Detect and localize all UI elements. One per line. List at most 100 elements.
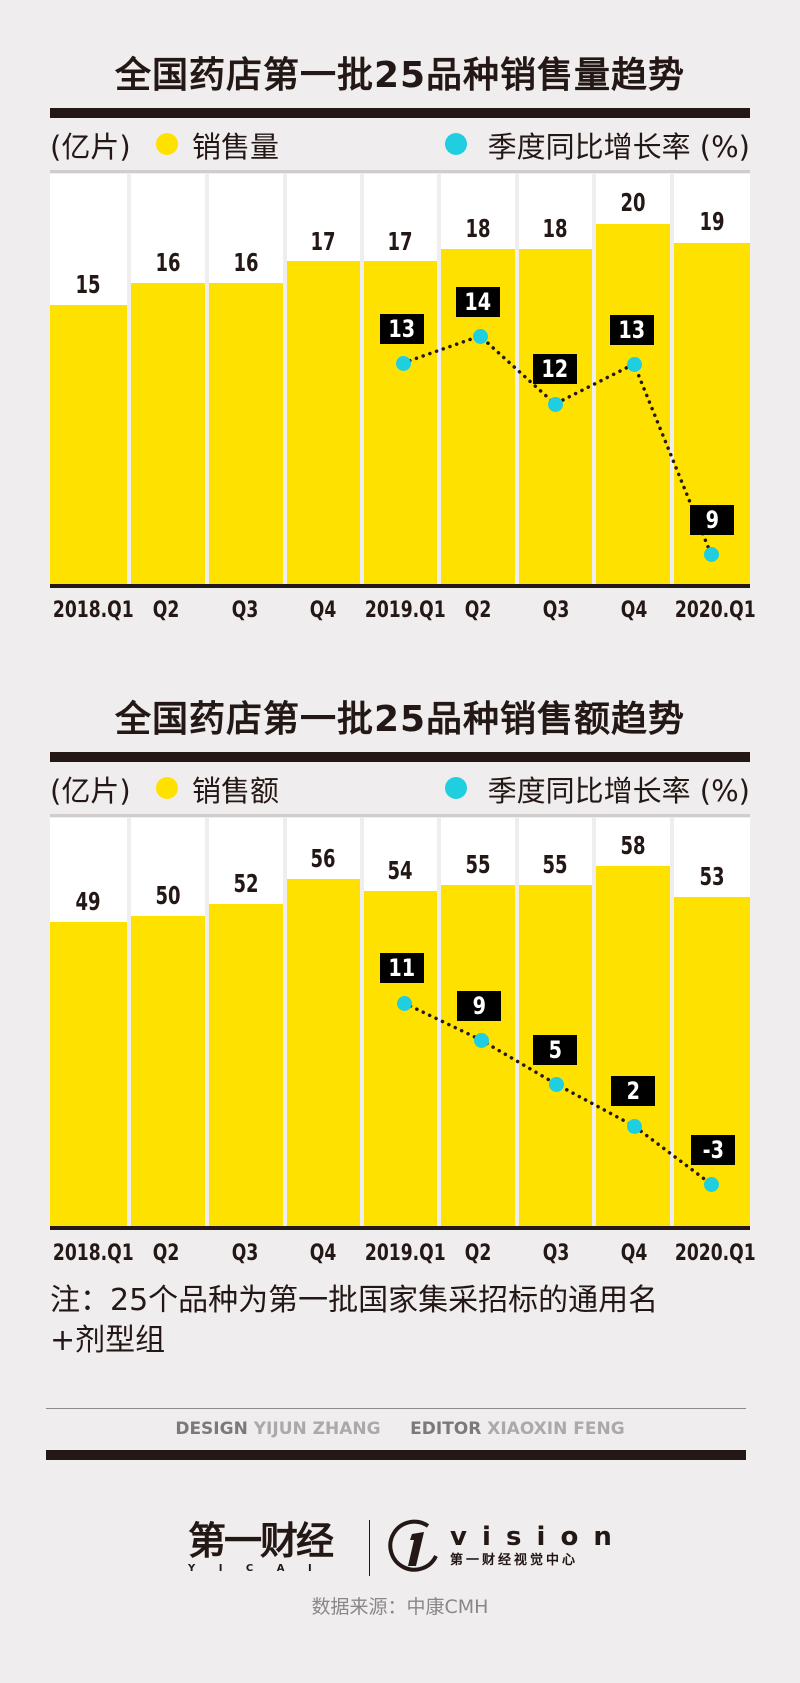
bar-value: 54: [387, 856, 413, 885]
x-axis-label: 2020.Q1: [674, 598, 756, 623]
chart2-baseline: [50, 1226, 750, 1230]
chart1-title-rule: [50, 108, 750, 118]
x-axis-label: Q4: [620, 1241, 648, 1266]
x-axis-label: Q2: [152, 598, 180, 623]
bar-value: 53: [699, 862, 725, 891]
bar: [519, 249, 592, 586]
footer-rule: [46, 1450, 746, 1460]
x-axis-label: Q3: [542, 1241, 570, 1266]
bar-value: 18: [542, 214, 568, 243]
growth-label: 13: [610, 315, 654, 345]
x-axis-label: Q4: [620, 598, 648, 623]
x-axis-label: 2019.Q1: [364, 1241, 446, 1266]
chart1-baseline: [50, 584, 750, 588]
growth-point: [548, 397, 563, 412]
x-axis-label: 2018.Q1: [52, 1241, 134, 1266]
chart2-growth-line: [402, 1001, 713, 1186]
x-axis-label: Q3: [231, 598, 259, 623]
chart1-bar-legend: 销售量: [192, 130, 280, 164]
growth-label: 9: [457, 991, 501, 1021]
bar-value: 55: [542, 850, 568, 879]
growth-point: [397, 996, 412, 1011]
vision-one-icon: [388, 1518, 444, 1576]
x-axis-label: Q4: [309, 1241, 337, 1266]
bar-value: 55: [465, 850, 491, 879]
bar: [287, 261, 360, 586]
bar: [50, 305, 127, 586]
growth-point: [473, 329, 488, 344]
growth-point: [396, 356, 411, 371]
bar: [364, 891, 437, 1228]
growth-point: [627, 1119, 642, 1134]
yicai-logo: 第一财经 Y I C A I: [188, 1519, 334, 1574]
bar-value: 17: [387, 227, 413, 256]
bar: [596, 866, 670, 1228]
x-axis-label: Q2: [464, 1241, 492, 1266]
editor-name: XIAOXIN FENG: [487, 1419, 625, 1439]
chart1-line-legend: 季度同比增长率 (%): [487, 130, 750, 164]
editor-key: EDITOR: [410, 1419, 482, 1439]
bar: [209, 283, 283, 586]
credits: DESIGN YIJUN ZHANG EDITOR XIAOXIN FENG: [0, 1419, 800, 1439]
bar: [131, 283, 205, 586]
vision-logo: v i s i o n 第一财经视觉中心: [450, 1522, 615, 1568]
growth-label: 2: [611, 1076, 655, 1106]
bar: [674, 897, 750, 1228]
bar-value: 58: [620, 831, 646, 860]
chart2-top-rule: [50, 814, 750, 817]
chart2-title: 全国药店第一批25品种销售额趋势: [114, 699, 686, 740]
yellow-dot-icon: [156, 133, 178, 155]
bar-value: 18: [465, 214, 491, 243]
bar-value: 56: [310, 844, 336, 873]
chart2-plot: 49 50 52 56 54 55 55 58 53 11 9 5 2 -3 2…: [50, 818, 756, 1266]
chart2-unit-label: (亿片): [50, 774, 131, 808]
growth-point: [627, 357, 642, 372]
footnote-line2: +剂型组: [50, 1323, 166, 1358]
x-axis-label: 2019.Q1: [364, 598, 446, 623]
chart2-legend: (亿片) 销售额 季度同比增长率 (%): [50, 768, 750, 808]
chart2-title-rule: [50, 752, 750, 762]
footnote: 注：25个品种为第一批国家集采招标的通用名 +剂型组: [50, 1281, 750, 1361]
chart1-legend: (亿片) 销售量 季度同比增长率 (%): [50, 124, 750, 164]
bar: [596, 224, 670, 586]
bar-value: 15: [75, 270, 101, 299]
growth-point: [704, 1177, 719, 1192]
growth-point: [704, 547, 719, 562]
credits-divider: [46, 1408, 746, 1409]
x-axis-label: 2018.Q1: [52, 598, 134, 623]
bar-value: 49: [75, 887, 101, 916]
x-axis-label: Q3: [231, 1241, 259, 1266]
growth-point: [474, 1033, 489, 1048]
growth-point: [549, 1077, 564, 1092]
logo-divider: [369, 1520, 370, 1576]
bar: [287, 879, 360, 1228]
bar-value: 20: [620, 188, 646, 217]
chart1-title: 全国药店第一批25品种销售量趋势: [114, 55, 686, 96]
bar-value: 52: [233, 869, 259, 898]
growth-label: 13: [380, 314, 424, 344]
chart2-bar-legend: 销售额: [192, 774, 280, 808]
growth-label: 5: [533, 1035, 577, 1065]
bar: [209, 904, 283, 1228]
design-key: DESIGN: [175, 1419, 248, 1439]
growth-label: -3: [691, 1135, 735, 1165]
x-axis-label: Q4: [309, 598, 337, 623]
footnote-line1: 注：25个品种为第一批国家集采招标的通用名: [50, 1283, 659, 1318]
bar-value: 16: [155, 248, 181, 277]
bar-value: 17: [310, 227, 336, 256]
chart1-plot: 15 16 16 17 17 18 18 20 19 13 14 12 13 9…: [0, 0, 800, 640]
chart1-top-rule: [50, 170, 750, 173]
bar-value: 16: [233, 248, 259, 277]
growth-label: 12: [533, 354, 577, 384]
x-axis-label: 2020.Q1: [674, 1241, 756, 1266]
x-axis-label: Q2: [152, 1241, 180, 1266]
chart2-line-legend: 季度同比增长率 (%): [487, 774, 750, 808]
chart1-unit-label: (亿片): [50, 130, 131, 164]
growth-label: 14: [456, 287, 500, 317]
x-axis-label: Q2: [464, 598, 492, 623]
data-source: 数据来源：中康CMH: [311, 1596, 489, 1618]
cyan-dot-icon: [445, 133, 467, 155]
cyan-dot-icon: [445, 777, 467, 799]
chart1-growth-line: [401, 334, 713, 556]
bar-value: 19: [699, 207, 725, 236]
